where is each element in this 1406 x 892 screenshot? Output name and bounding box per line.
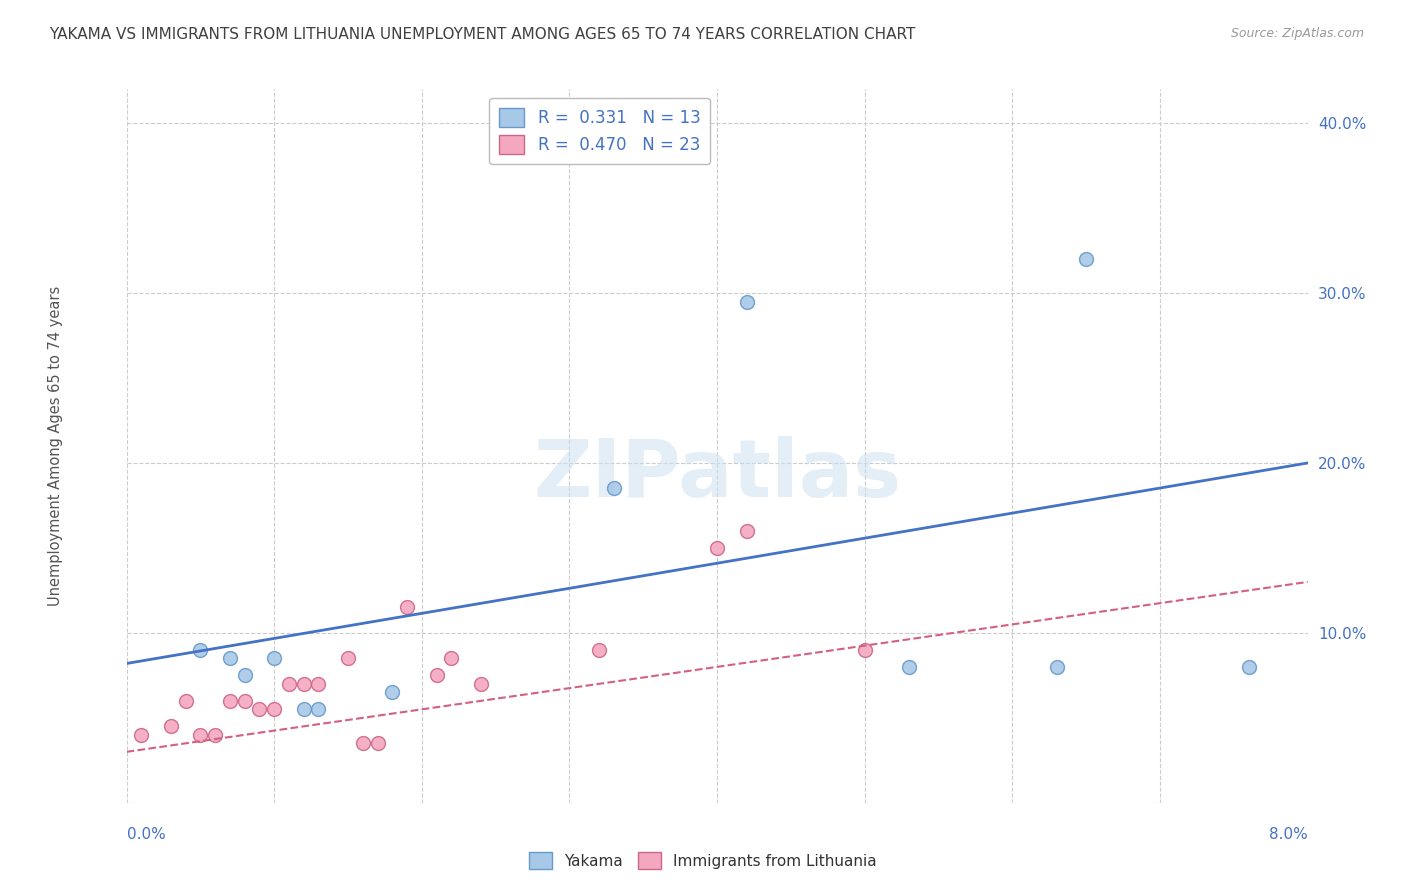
Point	[129, 728, 153, 742]
Point	[204, 728, 226, 742]
Point	[160, 719, 183, 733]
Point	[263, 702, 285, 716]
Legend: Yakama, Immigrants from Lithuania: Yakama, Immigrants from Lithuania	[523, 846, 883, 875]
Point	[188, 643, 211, 657]
Point	[396, 600, 419, 615]
Point	[897, 660, 920, 674]
Point	[233, 668, 256, 682]
Point	[853, 643, 876, 657]
Point	[292, 677, 315, 691]
Point	[307, 677, 329, 691]
Text: Source: ZipAtlas.com: Source: ZipAtlas.com	[1230, 27, 1364, 40]
Text: Unemployment Among Ages 65 to 74 years: Unemployment Among Ages 65 to 74 years	[48, 285, 63, 607]
Point	[470, 677, 492, 691]
Text: 8.0%: 8.0%	[1268, 827, 1308, 841]
Point	[278, 677, 301, 691]
Point	[381, 685, 404, 699]
Point	[233, 694, 256, 708]
Point	[440, 651, 463, 665]
Point	[292, 702, 315, 716]
Point	[735, 294, 758, 309]
Text: YAKAMA VS IMMIGRANTS FROM LITHUANIA UNEMPLOYMENT AMONG AGES 65 TO 74 YEARS CORRE: YAKAMA VS IMMIGRANTS FROM LITHUANIA UNEM…	[49, 27, 915, 42]
Point	[425, 668, 447, 682]
Point	[247, 702, 270, 716]
Point	[263, 651, 285, 665]
Point	[337, 651, 360, 665]
Point	[735, 524, 758, 538]
Text: 0.0%: 0.0%	[127, 827, 166, 841]
Legend: R =  0.331   N = 13, R =  0.470   N = 23: R = 0.331 N = 13, R = 0.470 N = 23	[489, 97, 710, 164]
Point	[603, 482, 626, 496]
Point	[706, 541, 728, 555]
Point	[174, 694, 197, 708]
Point	[1237, 660, 1260, 674]
Point	[188, 728, 211, 742]
Point	[352, 736, 374, 750]
Point	[366, 736, 388, 750]
Point	[219, 651, 242, 665]
Text: ZIPatlas: ZIPatlas	[533, 435, 901, 514]
Point	[307, 702, 329, 716]
Point	[1076, 252, 1098, 266]
Point	[1045, 660, 1069, 674]
Point	[219, 694, 242, 708]
Point	[588, 643, 610, 657]
